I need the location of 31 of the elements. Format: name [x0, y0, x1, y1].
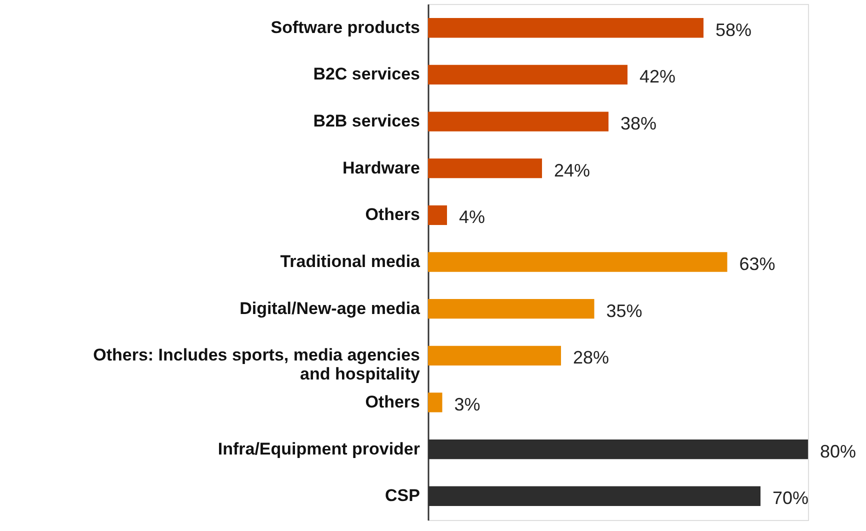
data-label: 28%	[573, 348, 610, 368]
y-tick-label: Others	[365, 392, 420, 412]
y-tick-label: B2B services	[313, 112, 420, 131]
data-label: 3%	[454, 394, 480, 414]
bar	[428, 346, 561, 366]
y-tick-label: Software products	[270, 18, 420, 37]
data-label: 24%	[554, 160, 590, 180]
y-tick-label: Digital/New-age media	[240, 298, 421, 318]
data-label: 63%	[739, 254, 776, 274]
data-label: 42%	[640, 66, 676, 87]
bar	[428, 158, 542, 178]
y-tick-label: Others	[365, 205, 420, 224]
bar	[428, 252, 728, 272]
bar	[428, 112, 608, 132]
data-label: 38%	[620, 114, 657, 134]
data-label: 4%	[459, 207, 486, 228]
data-label: 58%	[716, 20, 752, 40]
y-tick-label: Traditional media	[280, 252, 421, 271]
y-tick-label: B2C services	[313, 64, 420, 84]
bar	[428, 392, 442, 412]
y-tick-label: CSP	[385, 486, 420, 506]
data-label: 70%	[772, 488, 809, 508]
bar	[428, 18, 704, 38]
data-label: 80%	[820, 441, 856, 462]
bar	[428, 298, 594, 319]
bar	[428, 64, 628, 85]
data-label: 35%	[606, 300, 642, 321]
y-tick-label: Infra/Equipment provider	[218, 439, 420, 458]
y-tick-label: Hardware	[342, 158, 420, 178]
bar	[428, 205, 447, 226]
y-tick-label: Others: Includes sports, media agencies and hospitality	[93, 346, 421, 384]
